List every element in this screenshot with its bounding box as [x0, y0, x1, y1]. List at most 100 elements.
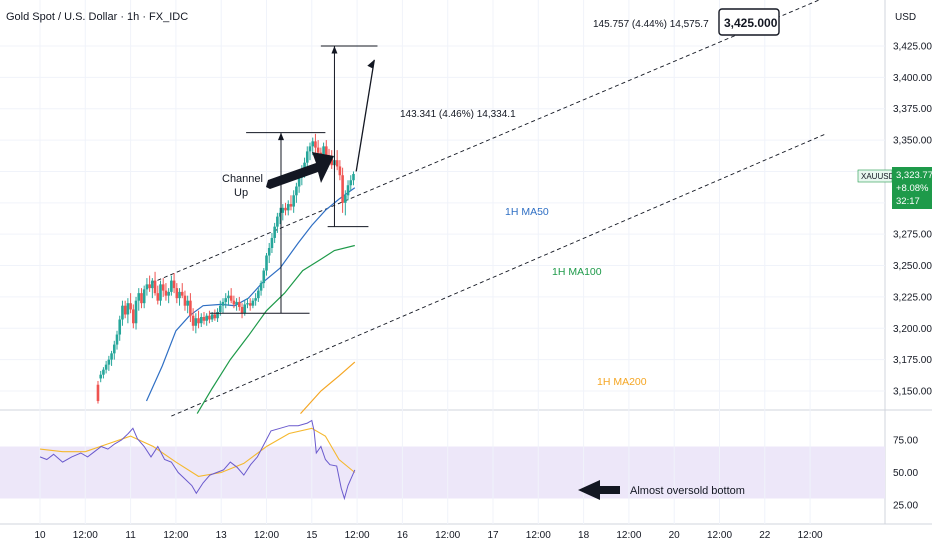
candle-body	[104, 364, 108, 370]
candle-body	[232, 300, 236, 305]
candle-body	[267, 247, 271, 256]
time-tick-label: 20	[669, 530, 681, 541]
rsi-indicator	[39, 419, 356, 501]
projection-arrowhead	[367, 59, 375, 69]
candle-body	[257, 290, 260, 299]
candle-body	[159, 284, 162, 301]
candle-body	[153, 280, 157, 294]
candle-body	[273, 226, 276, 238]
target-box	[718, 8, 780, 36]
candle-body	[167, 291, 170, 296]
candle-body	[202, 316, 206, 321]
candle-body	[238, 301, 241, 307]
time-tick-label: 12:00	[163, 530, 188, 541]
candle-body	[208, 315, 211, 320]
rsi-tick-label: 50.00	[893, 468, 918, 479]
channel-label-line1: Channel	[222, 173, 263, 185]
time-tick-label: 18	[578, 530, 590, 541]
candle-body	[156, 293, 160, 301]
rsi-band	[0, 446, 885, 499]
last-price-value: 3,323.770	[896, 170, 932, 181]
candle-body	[178, 291, 181, 299]
rsi-tick-label: 75.00	[893, 436, 918, 447]
candle-body	[123, 305, 127, 315]
channel-lines	[150, 0, 827, 417]
measure-2-label: 145.757 (4.44%) 14,575.7	[593, 19, 709, 30]
candle-body	[281, 207, 285, 213]
candle-body	[164, 290, 168, 296]
candle-body	[183, 295, 187, 306]
price-tick-label: 3,225.000	[893, 292, 932, 303]
ma100-label: 1H MA100	[552, 266, 602, 278]
candle-body	[289, 204, 293, 207]
symbol-tag: XAUUSD	[861, 172, 895, 181]
candle-body	[314, 141, 317, 148]
price-tick-label: 3,250.000	[893, 261, 932, 272]
candle-body	[132, 309, 135, 324]
time-tick-label: 12:00	[345, 530, 370, 541]
channel-line	[150, 0, 821, 284]
moving-averages	[145, 187, 356, 415]
currency-label: USD	[895, 12, 916, 23]
candle-body	[338, 166, 342, 176]
candle-body	[316, 147, 320, 153]
annotations	[209, 45, 378, 314]
candle-body	[175, 288, 179, 299]
bar-countdown: 32:17	[896, 196, 920, 207]
last-price-bg	[892, 167, 932, 209]
candle-body	[126, 303, 130, 315]
candle-body	[170, 280, 173, 292]
time-tick-label: 16	[397, 530, 409, 541]
candle-body	[210, 314, 214, 320]
price-pane[interactable]	[0, 0, 885, 410]
candle-body	[330, 158, 334, 166]
candle-body	[110, 353, 113, 360]
candle-body	[121, 305, 124, 320]
candle-body	[297, 177, 301, 187]
candle-body	[243, 304, 247, 314]
candle-body	[205, 315, 209, 321]
price-change: +8.08%	[896, 183, 929, 194]
candle-body	[303, 162, 306, 169]
oversold-label: Almost oversold bottom	[630, 485, 745, 497]
candle-body	[221, 301, 225, 306]
price-axis[interactable]: 3,150.000 3,175.000 3,200.000 3,225.000 3,25…	[893, 42, 932, 512]
candle-body	[112, 344, 116, 354]
ma50-label: 1H MA50	[505, 206, 549, 218]
oversold-arrow-icon	[578, 480, 620, 500]
candle-body	[189, 300, 192, 316]
candle-body	[335, 160, 339, 167]
candle-body	[284, 207, 287, 211]
price-tick-label: 3,375.000	[893, 104, 932, 115]
candle-body	[145, 284, 149, 290]
time-tick-label: 12:00	[707, 530, 732, 541]
candle-body	[322, 146, 325, 161]
measure-1-label: 143.341 (4.46%) 14,334.1	[400, 109, 516, 120]
candle-body	[107, 359, 111, 365]
candle-body	[213, 314, 217, 319]
price-tick-label: 3,350.000	[893, 136, 932, 147]
candle-body	[235, 301, 238, 305]
time-tick-label: 13	[216, 530, 228, 541]
rsi-tick-label: 25.00	[893, 501, 918, 512]
candle-body	[292, 195, 295, 207]
candle-body	[276, 216, 279, 227]
candle-body	[346, 185, 350, 196]
time-tick-label: 12:00	[73, 530, 98, 541]
candle-body	[218, 305, 222, 312]
time-tick-label: 12:00	[254, 530, 279, 541]
candle-body	[295, 186, 298, 196]
candle-body	[240, 306, 244, 314]
candle-body	[229, 295, 233, 301]
candle-body	[172, 280, 176, 289]
candle-body	[352, 173, 355, 181]
price-tick-label: 3,200.000	[893, 324, 932, 335]
time-axis[interactable]: 10 12:00 11 12:00 13 12:00 15 12:00 16 12:00 17 12:…	[34, 530, 823, 541]
candle-body	[216, 311, 219, 319]
price-tick-label: 3,175.000	[893, 355, 932, 366]
candle-body	[344, 195, 347, 203]
candle-body	[161, 284, 165, 291]
candle-body	[199, 316, 203, 324]
candle-body	[278, 212, 282, 217]
